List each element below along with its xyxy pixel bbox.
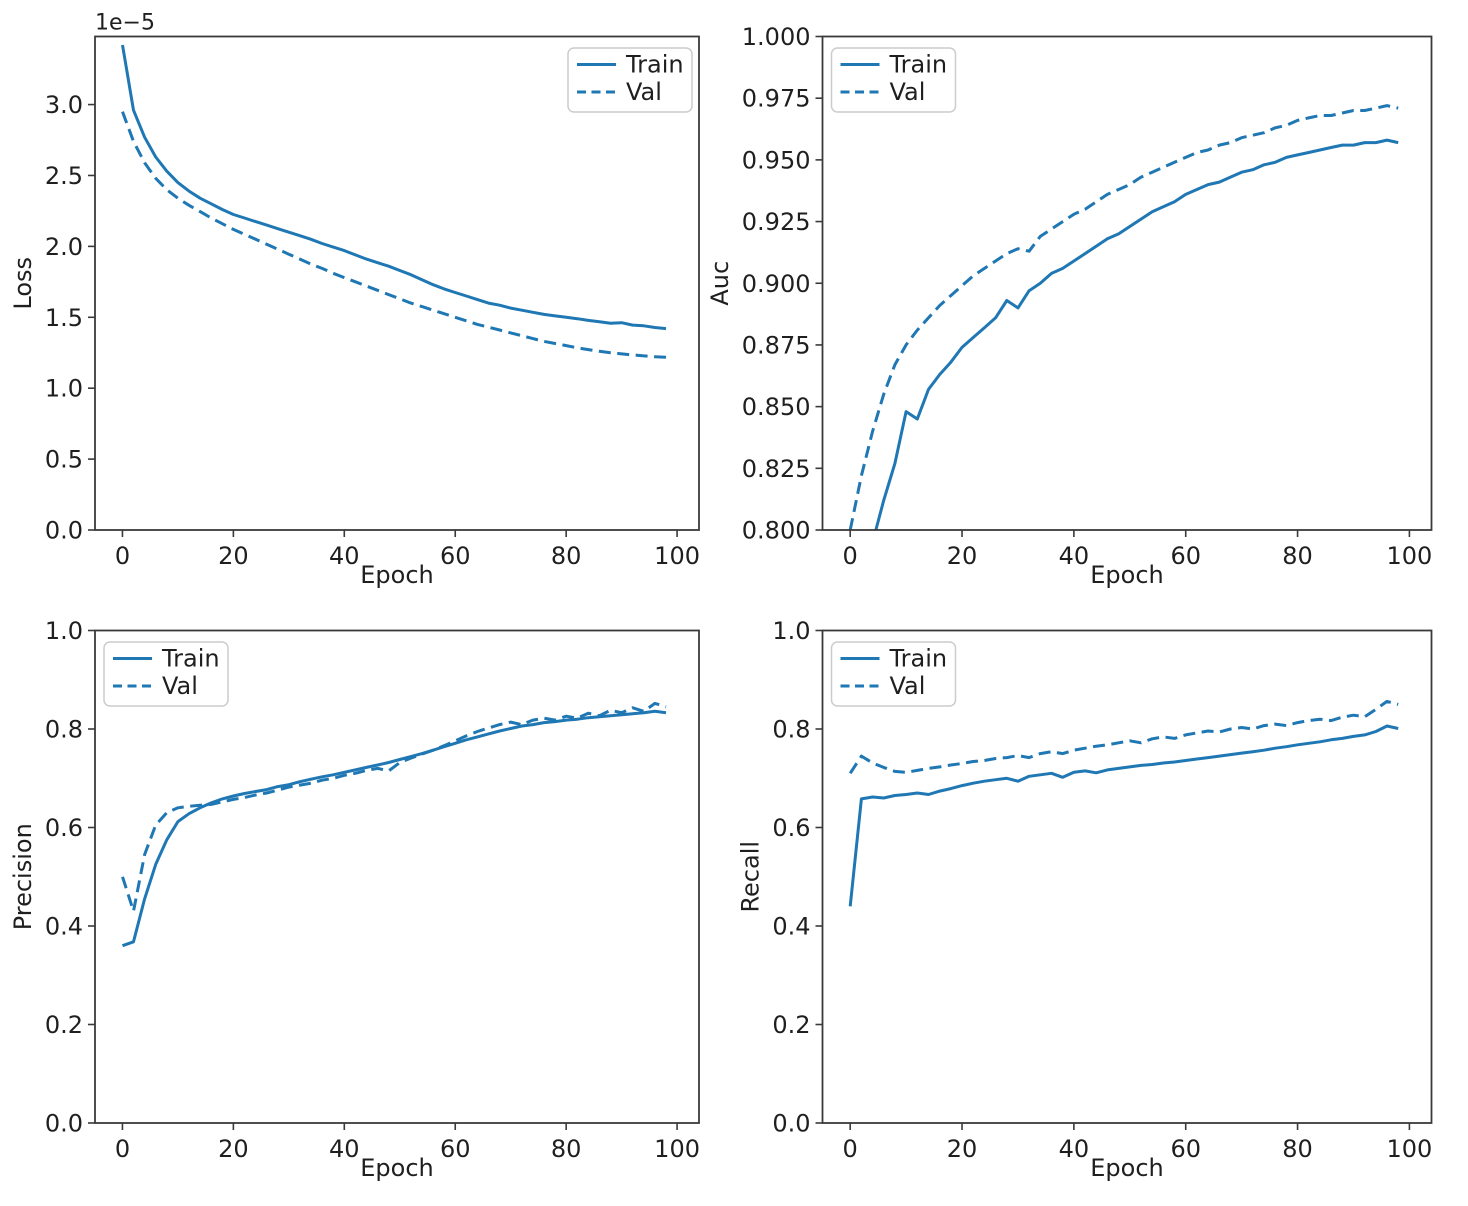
precision-ylabel: Precision: [9, 823, 37, 930]
precision-xtick-label: 40: [329, 1135, 360, 1163]
auc-ytick-label: 0.850: [742, 393, 811, 421]
loss-ytick-label: 2.0: [45, 233, 83, 261]
loss-ytick-label: 0.5: [45, 446, 83, 474]
recall-ytick-label: 0.6: [772, 814, 810, 842]
auc-ytick-label: 1.000: [742, 23, 811, 51]
recall-ytick-label: 0.4: [772, 913, 810, 941]
auc-ytick-label: 0.900: [742, 270, 811, 298]
loss-xtick-label: 80: [551, 542, 582, 570]
precision-xlabel: Epoch: [360, 1154, 434, 1182]
auc-chart: 0 20 40 60 80 100 0.800 0.825 0.850 0.875 0.900 0.9…: [706, 23, 1433, 589]
auc-ytick-label: 0.825: [742, 455, 811, 483]
loss-ytick-label: 2.5: [45, 162, 83, 190]
precision-xtick-label: 60: [440, 1135, 471, 1163]
legend-label-val: Val: [162, 672, 198, 700]
auc-ylabel: Auc: [706, 261, 734, 306]
auc-ytick-label: 0.875: [742, 331, 811, 359]
loss-xlabel: Epoch: [360, 561, 434, 589]
legend-label-train: Train: [161, 645, 220, 673]
recall-ytick-label: 1.0: [772, 617, 810, 645]
auc-val-line: [848, 104, 1399, 530]
recall-series-lines: [848, 699, 1399, 907]
auc-xtick-label: 20: [947, 542, 978, 570]
auc-xtick-label: 0: [843, 542, 858, 570]
auc-series-lines: [848, 104, 1399, 530]
precision-xtick-label: 20: [218, 1135, 249, 1163]
loss-ytick-label: 1.5: [45, 304, 83, 332]
loss-offset-text: 1e−5: [95, 11, 155, 36]
auc-xtick-label: 80: [1282, 542, 1313, 570]
precision-train-line: [121, 709, 667, 948]
loss-val-line: [121, 111, 667, 359]
auc-ytick-label: 0.950: [742, 146, 811, 174]
precision-ytick-label: 0.2: [45, 1011, 83, 1039]
recall-ytick-label: 0.2: [772, 1011, 810, 1039]
loss-spines: [94, 35, 700, 531]
precision-xtick-label: 100: [654, 1135, 700, 1163]
auc-ytick-label: 0.925: [742, 208, 811, 236]
legend-label-val: Val: [626, 78, 662, 106]
precision-spines: [94, 629, 700, 1124]
legend-label-val: Val: [890, 78, 926, 106]
precision-series-lines: [121, 701, 667, 948]
loss-chart: 0 20 40 60 80 100 0.0 0.5 1.0 1.5 2.0 2.5 3.0 Epoch Lo…: [9, 11, 700, 590]
loss-ylabel: Loss: [9, 257, 37, 310]
loss-xtick-label: 100: [654, 542, 700, 570]
loss-xtick-label: 60: [440, 542, 471, 570]
recall-spines: [821, 629, 1433, 1124]
loss-xtick-label: 0: [115, 542, 130, 570]
recall-xtick-label: 20: [947, 1135, 978, 1163]
recall-xtick-label: 40: [1059, 1135, 1090, 1163]
recall-xtick-label: 80: [1282, 1135, 1313, 1163]
recall-val-line: [848, 699, 1399, 775]
auc-xtick-label: 100: [1387, 542, 1433, 570]
loss-ytick-label: 1.0: [45, 375, 83, 403]
loss-ytick-label: 0.0: [45, 517, 83, 545]
auc-xtick-label: 40: [1059, 542, 1090, 570]
precision-ytick-label: 0.6: [45, 814, 83, 842]
precision-xtick-label: 0: [115, 1135, 130, 1163]
recall-xtick-label: 100: [1387, 1135, 1433, 1163]
auc-xlabel: Epoch: [1090, 561, 1164, 589]
recall-train-line: [848, 724, 1399, 907]
loss-series-lines: [121, 44, 667, 359]
loss-train-line: [121, 44, 667, 331]
precision-ytick-label: 0.8: [45, 716, 83, 744]
loss-xtick-label: 20: [218, 542, 249, 570]
recall-ylabel: Recall: [736, 841, 764, 913]
precision-xtick-label: 80: [551, 1135, 582, 1163]
precision-ytick-label: 0.4: [45, 913, 83, 941]
auc-ytick-label: 0.800: [742, 517, 811, 545]
recall-xtick-label: 60: [1170, 1135, 1201, 1163]
legend-label-val: Val: [890, 672, 926, 700]
precision-ytick-label: 1.0: [45, 617, 83, 645]
legend-label-train: Train: [889, 51, 948, 79]
auc-xtick-label: 60: [1170, 542, 1201, 570]
auc-ytick-label: 0.975: [742, 85, 811, 113]
loss-xtick-label: 40: [329, 542, 360, 570]
recall-xlabel: Epoch: [1090, 1154, 1164, 1182]
recall-ytick-label: 0.0: [772, 1110, 810, 1138]
precision-chart: 0 20 40 60 80 100 0.0 0.2 0.4 0.6 0.8 1.0 Epoch Preci…: [9, 617, 700, 1182]
recall-chart: 0 20 40 60 80 100 0.0 0.2 0.4 0.6 0.8 1.0 Epoch Recal…: [736, 617, 1433, 1182]
legend-label-train: Train: [889, 645, 948, 673]
auc-train-line: [874, 138, 1399, 530]
precision-val-line: [121, 701, 667, 913]
loss-ytick-label: 3.0: [45, 91, 83, 119]
recall-ytick-label: 0.8: [772, 716, 810, 744]
precision-ytick-label: 0.0: [45, 1110, 83, 1138]
recall-xtick-label: 0: [843, 1135, 858, 1163]
legend-label-train: Train: [625, 51, 684, 79]
